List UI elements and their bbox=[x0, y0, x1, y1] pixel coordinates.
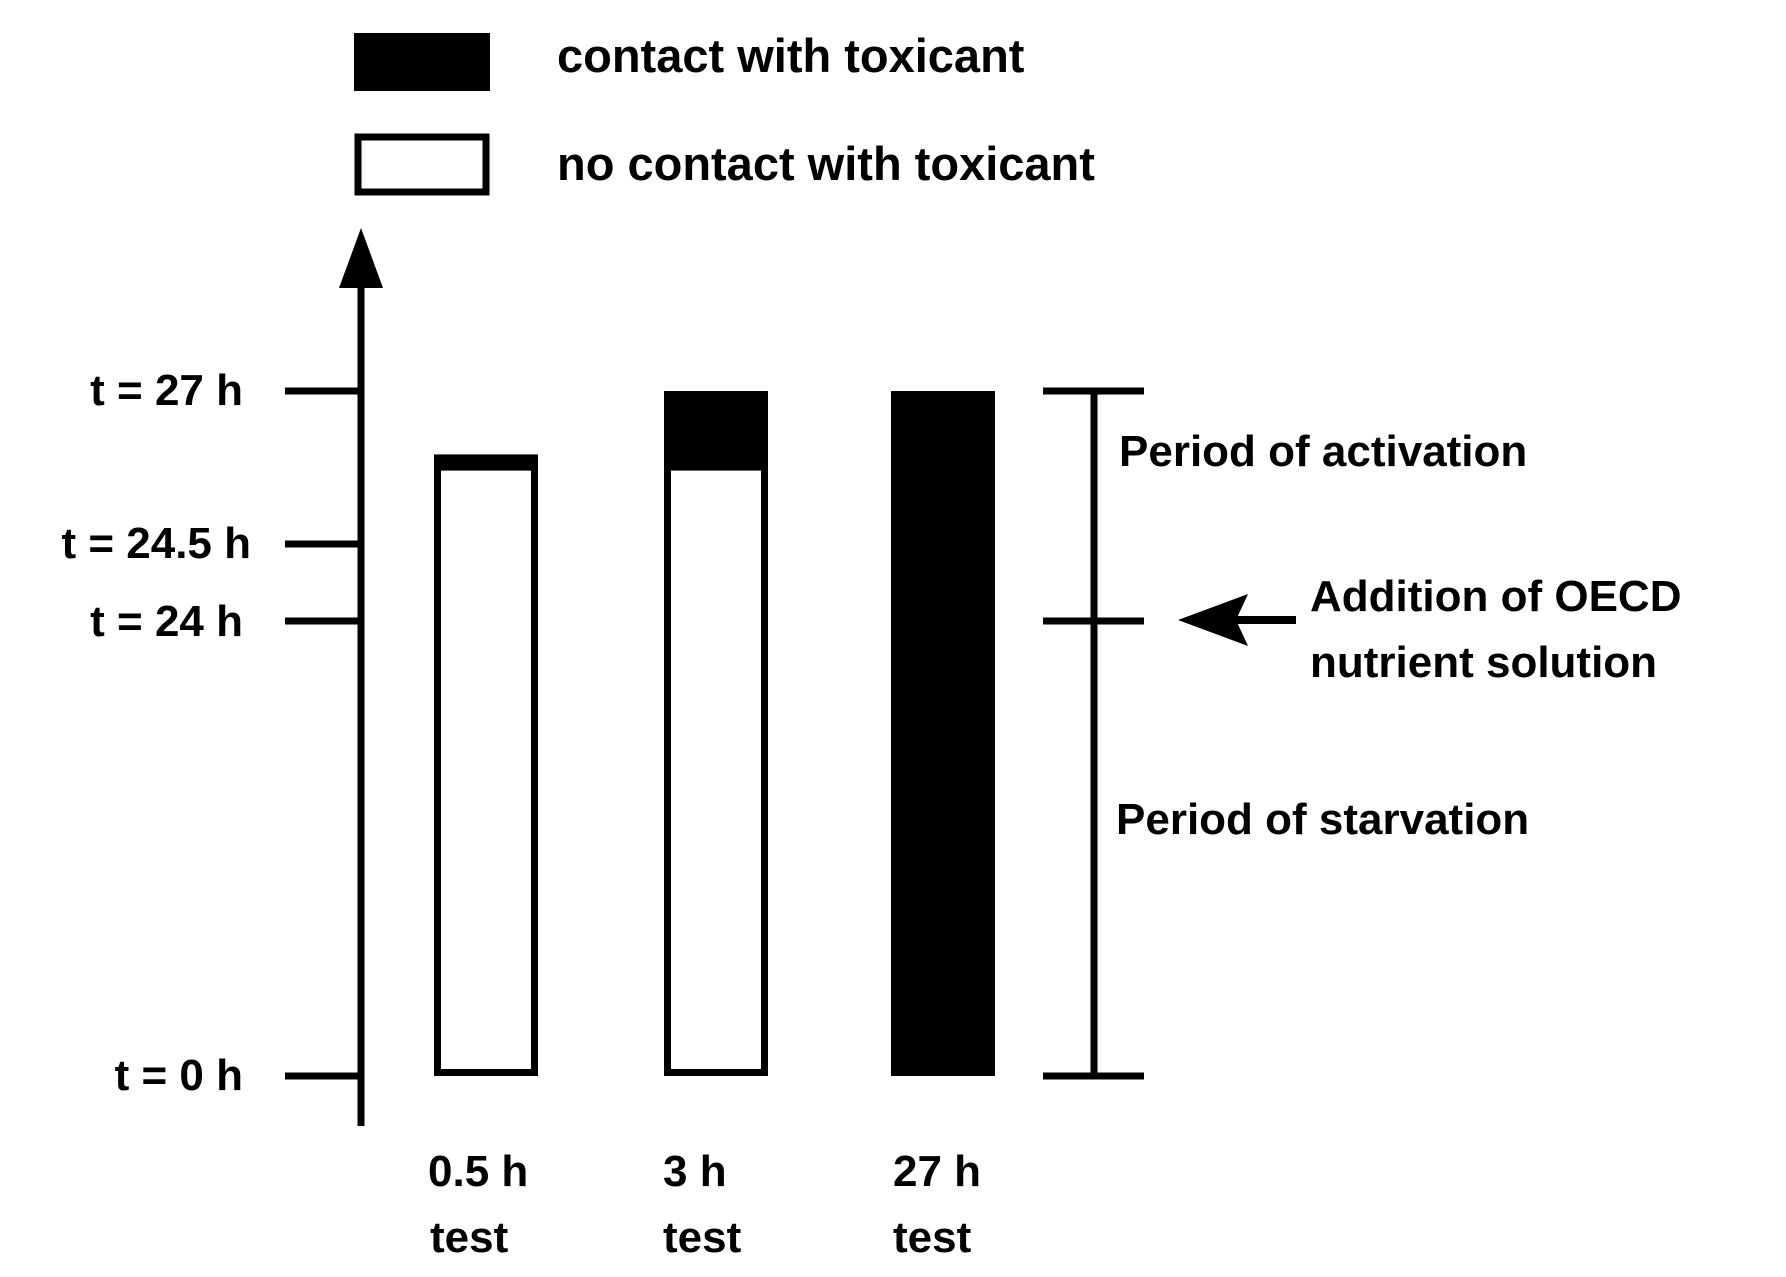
period-bracket bbox=[1043, 387, 1144, 1080]
bar-no-contact-segment bbox=[664, 463, 768, 1077]
legend: contact with toxicant no contact with to… bbox=[354, 29, 1095, 196]
period-activation-label: Period of activation bbox=[1119, 427, 1527, 476]
test-bar-27h bbox=[891, 391, 995, 1076]
bar-contact-segment bbox=[664, 391, 768, 468]
addition-arrow bbox=[1178, 594, 1296, 646]
test-bar-0-5h bbox=[434, 454, 538, 1077]
time-tick-24: t = 24 h bbox=[90, 597, 361, 646]
test-label-3h-word: test bbox=[663, 1213, 742, 1262]
bar-no-contact-segment bbox=[434, 463, 538, 1077]
test-label-27h-duration: 27 h bbox=[893, 1147, 981, 1196]
addition-label-line1: Addition of OECD bbox=[1310, 572, 1682, 621]
test-label-0-5h-word: test bbox=[430, 1213, 509, 1262]
test-label-3h-duration: 3 h bbox=[663, 1147, 727, 1196]
tick-label-27: t = 27 h bbox=[90, 366, 243, 415]
legend-swatch-no-contact bbox=[354, 133, 490, 196]
legend-label-contact: contact with toxicant bbox=[557, 29, 1025, 82]
legend-label-no-contact: no contact with toxicant bbox=[557, 137, 1095, 190]
tick-label-24-5: t = 24.5 h bbox=[61, 519, 251, 568]
tick-label-0: t = 0 h bbox=[115, 1051, 243, 1100]
time-tick-24-5: t = 24.5 h bbox=[61, 519, 361, 568]
addition-label-line2: nutrient solution bbox=[1310, 638, 1657, 687]
test-bar-3h bbox=[664, 391, 768, 1077]
time-tick-0: t = 0 h bbox=[115, 1051, 361, 1100]
test-label-0-5h-duration: 0.5 h bbox=[428, 1147, 528, 1196]
addition-arrowhead bbox=[1178, 594, 1248, 646]
period-starvation-label: Period of starvation bbox=[1116, 795, 1529, 844]
bar-contact-segment bbox=[891, 391, 995, 1076]
time-axis-arrowhead bbox=[339, 228, 383, 288]
test-label-27h-word: test bbox=[893, 1213, 972, 1262]
bar-contact-segment bbox=[434, 454, 538, 468]
test-labels: 0.5 h test 3 h test 27 h test bbox=[428, 1147, 981, 1262]
time-axis bbox=[339, 228, 383, 1126]
tick-label-24: t = 24 h bbox=[90, 597, 243, 646]
legend-swatch-contact bbox=[354, 33, 490, 91]
time-tick-27: t = 27 h bbox=[90, 366, 361, 415]
